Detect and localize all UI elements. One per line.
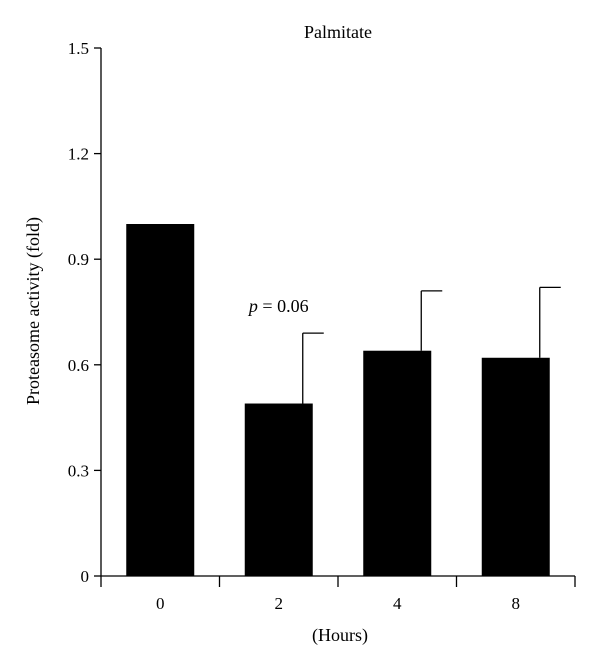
- x-axis-title: (Hours): [312, 625, 368, 646]
- x-tick-label: 0: [156, 594, 165, 613]
- bar: [481, 357, 550, 576]
- p-symbol: p: [247, 296, 258, 316]
- y-tick-label: 1.2: [68, 145, 89, 164]
- x-tick-label: 8: [512, 594, 521, 613]
- x-tick-label: 2: [275, 594, 284, 613]
- y-tick-label: 0.9: [68, 250, 89, 269]
- bar: [126, 224, 195, 576]
- p-value-text: = 0.06: [258, 296, 309, 316]
- y-axis-title: Proteasome activity (fold): [23, 217, 44, 405]
- bar: [363, 350, 432, 576]
- chart-title: Palmitate: [304, 22, 372, 42]
- p-value-annotation: p = 0.06: [247, 296, 309, 316]
- y-tick-label: 0.6: [68, 356, 89, 375]
- y-tick-label: 0: [81, 567, 90, 586]
- bar: [244, 403, 313, 576]
- plot-area: 0 0.3 0.6 0.9 1.2 1.5 0 2 4 8 p = 0.06: [68, 39, 576, 613]
- x-tick-label: 4: [393, 594, 402, 613]
- y-tick-label: 0.3: [68, 461, 89, 480]
- y-tick-label: 1.5: [68, 39, 89, 58]
